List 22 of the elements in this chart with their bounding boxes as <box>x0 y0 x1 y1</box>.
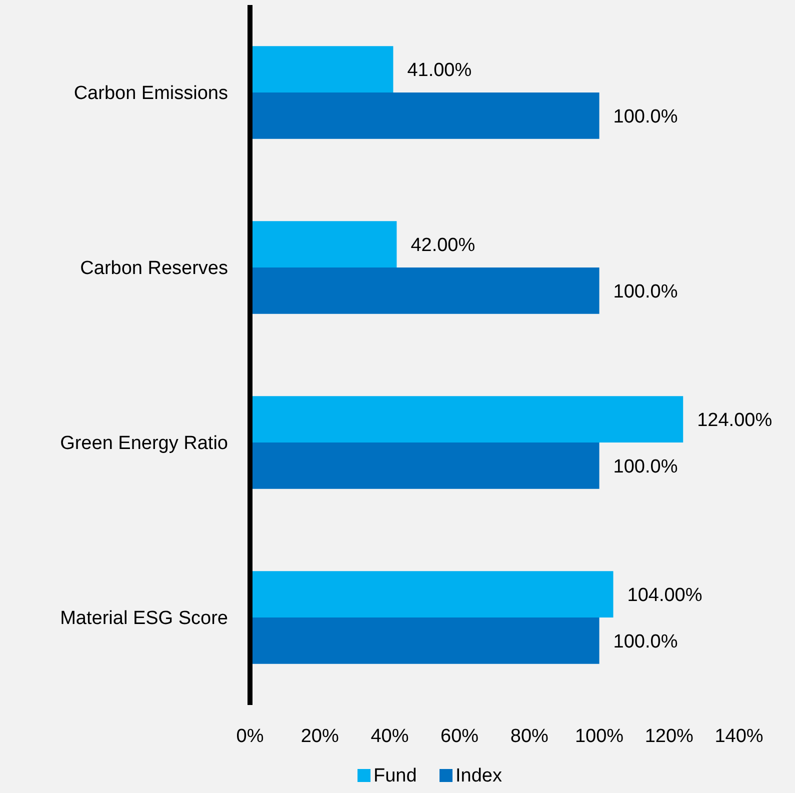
x-tick-label: 40% <box>370 726 409 747</box>
data-label: 124.00% <box>697 410 772 431</box>
data-label: 100.0% <box>613 281 678 302</box>
y-tick-label: Carbon Reserves <box>80 258 228 280</box>
y-tick-label: Green Energy Ratio <box>60 433 228 454</box>
data-label: 41.00% <box>407 60 472 81</box>
x-tick-label: 60% <box>440 726 479 747</box>
legend-label: Index <box>456 766 502 787</box>
legend-label: Fund <box>374 766 417 787</box>
x-tick-label: 80% <box>510 726 549 747</box>
data-label: 100.0% <box>613 631 678 652</box>
data-label: 104.00% <box>627 584 702 606</box>
x-tick-label: 140% <box>714 726 764 747</box>
x-tick-label: 0% <box>236 726 264 747</box>
x-tick-label: 20% <box>300 726 339 747</box>
data-label: 100.0% <box>613 106 678 128</box>
x-tick-label: 120% <box>644 726 694 747</box>
data-label: 42.00% <box>410 234 476 256</box>
x-tick-label: 100% <box>574 726 624 747</box>
data-label: 100.0% <box>613 456 678 478</box>
y-tick-label: Carbon Emissions <box>74 83 228 104</box>
y-tick-label: Material ESG Score <box>60 608 228 630</box>
